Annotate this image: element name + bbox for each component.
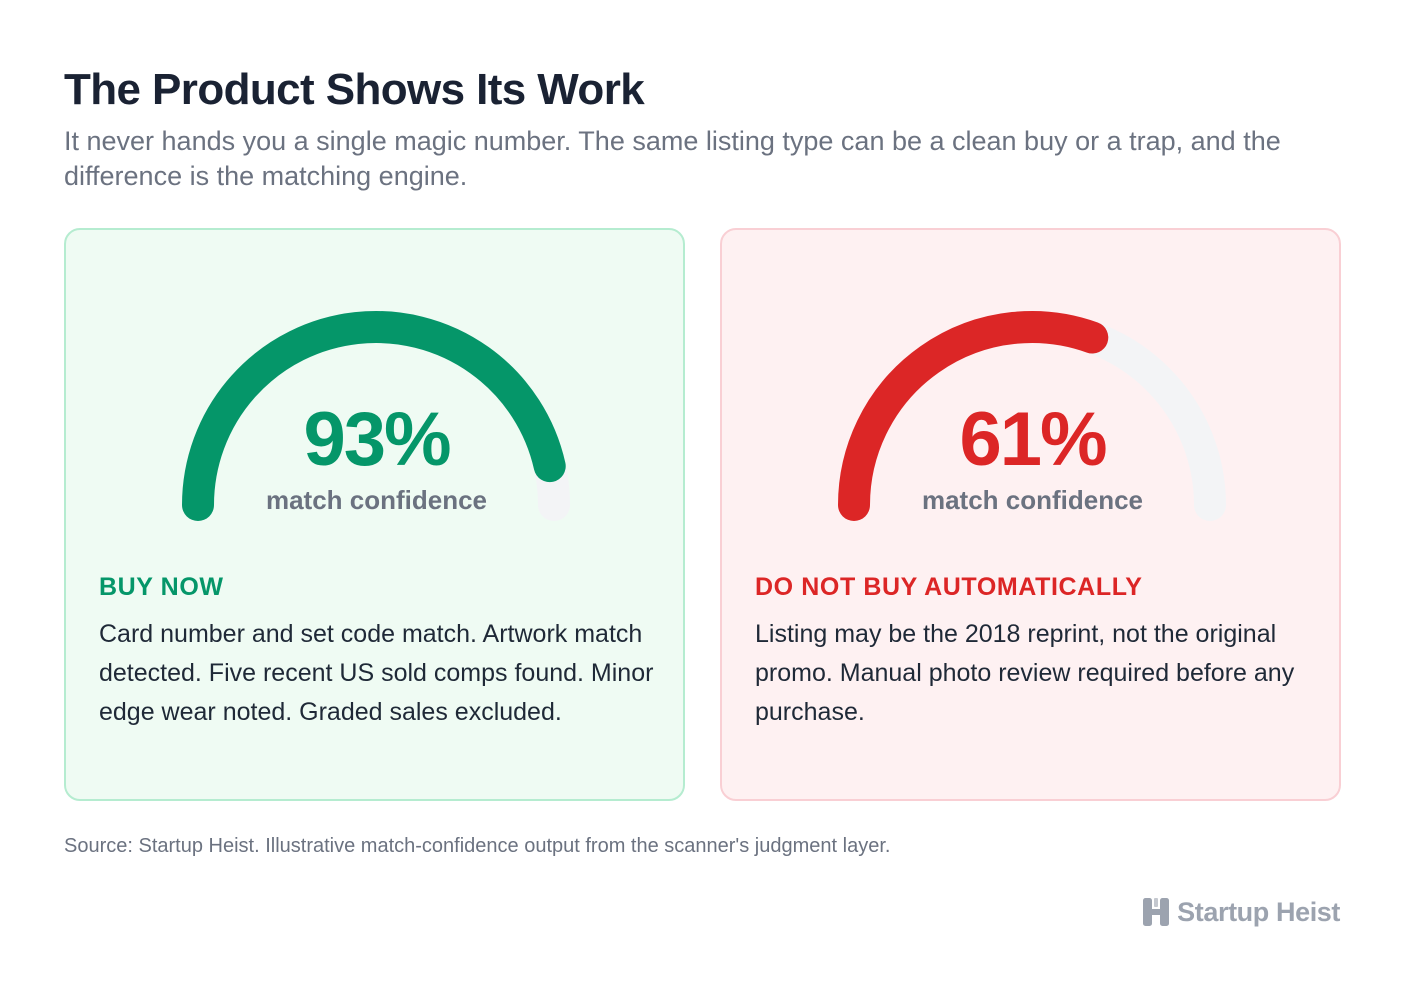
confidence-gauge — [182, 311, 570, 521]
source-note: Source: Startup Heist. Illustrative matc… — [64, 835, 891, 857]
buy-now-card: 93% match confidence BUY NOW Card number… — [64, 228, 685, 801]
confidence-percentage: 93% — [303, 397, 451, 482]
gauge-caption: match confidence — [921, 485, 1144, 515]
verdict-label: DO NOT BUY AUTOMATICALLY — [755, 573, 1143, 601]
card-description: Card number and set code match. Artwork … — [99, 620, 654, 726]
do-not-buy-card: 61% match confidence DO NOT BUY AUTOMATI… — [720, 228, 1341, 801]
confidence-percentage: 61% — [959, 397, 1107, 482]
startup-heist-logo-icon — [1143, 898, 1170, 926]
page-subtitle: It never hands you a single magic number… — [64, 126, 1281, 191]
confidence-gauge — [838, 311, 1226, 521]
card-description: Listing may be the 2018 reprint, not the… — [755, 620, 1295, 726]
page-title: The Product Shows Its Work — [64, 65, 645, 114]
gauge-fill — [838, 311, 1109, 521]
brand-name: Startup Heist — [1177, 897, 1340, 927]
gauge-fill — [182, 311, 566, 521]
gauge-caption: match confidence — [265, 485, 488, 515]
brand-logo: Startup Heist — [1143, 896, 1340, 928]
verdict-label: BUY NOW — [99, 573, 224, 601]
